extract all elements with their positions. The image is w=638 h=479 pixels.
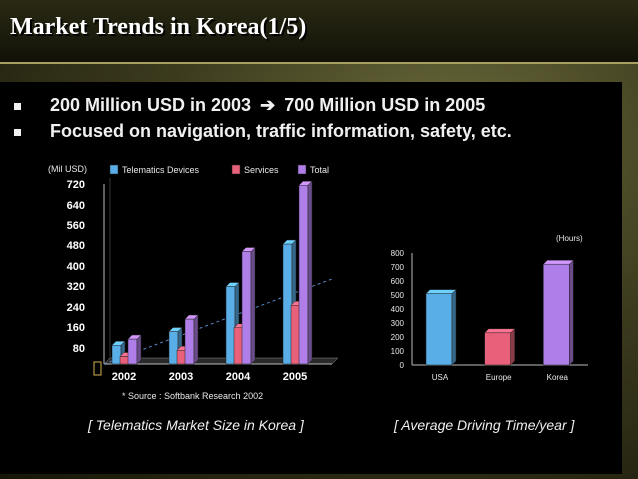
y-tick-label: 80 bbox=[73, 343, 85, 355]
bullet-text-before: 200 Million USD in 2003 bbox=[50, 95, 252, 115]
bar-telematics-devices bbox=[282, 243, 293, 365]
bullet-square-icon bbox=[14, 129, 21, 136]
legend-swatch bbox=[231, 164, 241, 175]
y-tick-label: 0 bbox=[400, 361, 405, 370]
legend-label: Services bbox=[244, 165, 279, 175]
x-tick-label: Korea bbox=[547, 373, 569, 382]
bar-services bbox=[233, 327, 244, 365]
y-tick-label: 500 bbox=[391, 291, 405, 300]
bar-total-side bbox=[250, 246, 256, 365]
y-tick-label: 400 bbox=[391, 305, 405, 314]
x-tick-label: 2005 bbox=[283, 371, 307, 383]
bar-korea-side bbox=[569, 259, 574, 366]
trend-line bbox=[103, 278, 333, 365]
slide-title: Market Trends in Korea(1/5) bbox=[10, 14, 307, 40]
bar-total bbox=[241, 251, 252, 365]
y-tick-label: 720 bbox=[67, 179, 85, 191]
bar-total bbox=[184, 318, 195, 365]
y-tick-label: 640 bbox=[67, 200, 85, 212]
bar-services bbox=[176, 350, 187, 365]
y-axis-label: (Hours) bbox=[556, 234, 583, 243]
bar-services bbox=[290, 305, 301, 365]
title-divider bbox=[0, 62, 638, 64]
y-tick-label: 320 bbox=[67, 281, 85, 293]
bullet-item: 200 Million USD in 2003 ➔ 700 Million US… bbox=[10, 95, 512, 121]
bar-total bbox=[127, 338, 138, 365]
axis-marker bbox=[93, 361, 102, 376]
y-tick-label: 800 bbox=[391, 249, 405, 258]
y-tick-label: 200 bbox=[391, 333, 405, 342]
x-tick-label: 2002 bbox=[112, 371, 136, 383]
right-arrow-icon: ➔ bbox=[260, 95, 276, 115]
bar-europe-side bbox=[510, 328, 515, 366]
bar-total bbox=[298, 185, 309, 365]
title-bar: Market Trends in Korea(1/5) bbox=[0, 0, 638, 62]
y-tick-label: 600 bbox=[391, 277, 405, 286]
x-tick-label: USA bbox=[432, 373, 449, 382]
bar-usa-top bbox=[425, 289, 457, 294]
y-tick-label: 240 bbox=[67, 302, 85, 314]
bar-korea bbox=[543, 263, 570, 366]
y-tick-label: 700 bbox=[391, 263, 405, 272]
bullet-item: Focused on navigation, traffic informati… bbox=[10, 121, 512, 147]
caption-market-size: [ Telematics Market Size in Korea ] bbox=[88, 417, 304, 433]
legend-swatch bbox=[109, 164, 119, 175]
bar-services bbox=[119, 356, 130, 365]
bar-europe bbox=[484, 332, 511, 366]
legend-label: Telematics Devices bbox=[122, 165, 200, 175]
bar-korea-top bbox=[542, 259, 574, 265]
legend-label: Total bbox=[310, 165, 329, 175]
y-tick-label: 400 bbox=[67, 261, 85, 273]
legend-swatch bbox=[297, 164, 307, 175]
y-tick-label: 160 bbox=[67, 322, 85, 334]
caption-driving-time: [ Average Driving Time/year ] bbox=[394, 417, 575, 433]
bar-total-side bbox=[307, 180, 313, 365]
bar-total-side bbox=[136, 334, 142, 365]
x-tick-label: 2003 bbox=[169, 371, 193, 383]
bullet-square-icon bbox=[14, 103, 21, 110]
source-note: * Source : Softbank Research 2002 bbox=[122, 391, 264, 401]
y-axis-label: (Mil USD) bbox=[48, 164, 87, 174]
bar-usa bbox=[425, 293, 453, 366]
y-tick-label: 480 bbox=[67, 240, 85, 252]
bar-telematics-devices bbox=[168, 331, 179, 365]
bar-usa-side bbox=[451, 288, 457, 366]
bullet-list: 200 Million USD in 2003 ➔ 700 Million US… bbox=[10, 95, 512, 147]
y-tick-label: 560 bbox=[67, 220, 85, 232]
y-tick-label: 300 bbox=[391, 319, 405, 328]
bar-telematics-devices bbox=[225, 286, 236, 365]
bullet-text: Focused on navigation, traffic informati… bbox=[50, 121, 512, 141]
x-tick-label: 2004 bbox=[226, 371, 251, 383]
bullet-text-after: 700 Million USD in 2005 bbox=[284, 95, 486, 115]
x-tick-label: Europe bbox=[486, 373, 512, 382]
bar-europe-top bbox=[484, 328, 516, 334]
bar-total-side bbox=[193, 314, 199, 365]
y-tick-label: 100 bbox=[391, 347, 405, 356]
bar-telematics-devices bbox=[111, 345, 122, 365]
